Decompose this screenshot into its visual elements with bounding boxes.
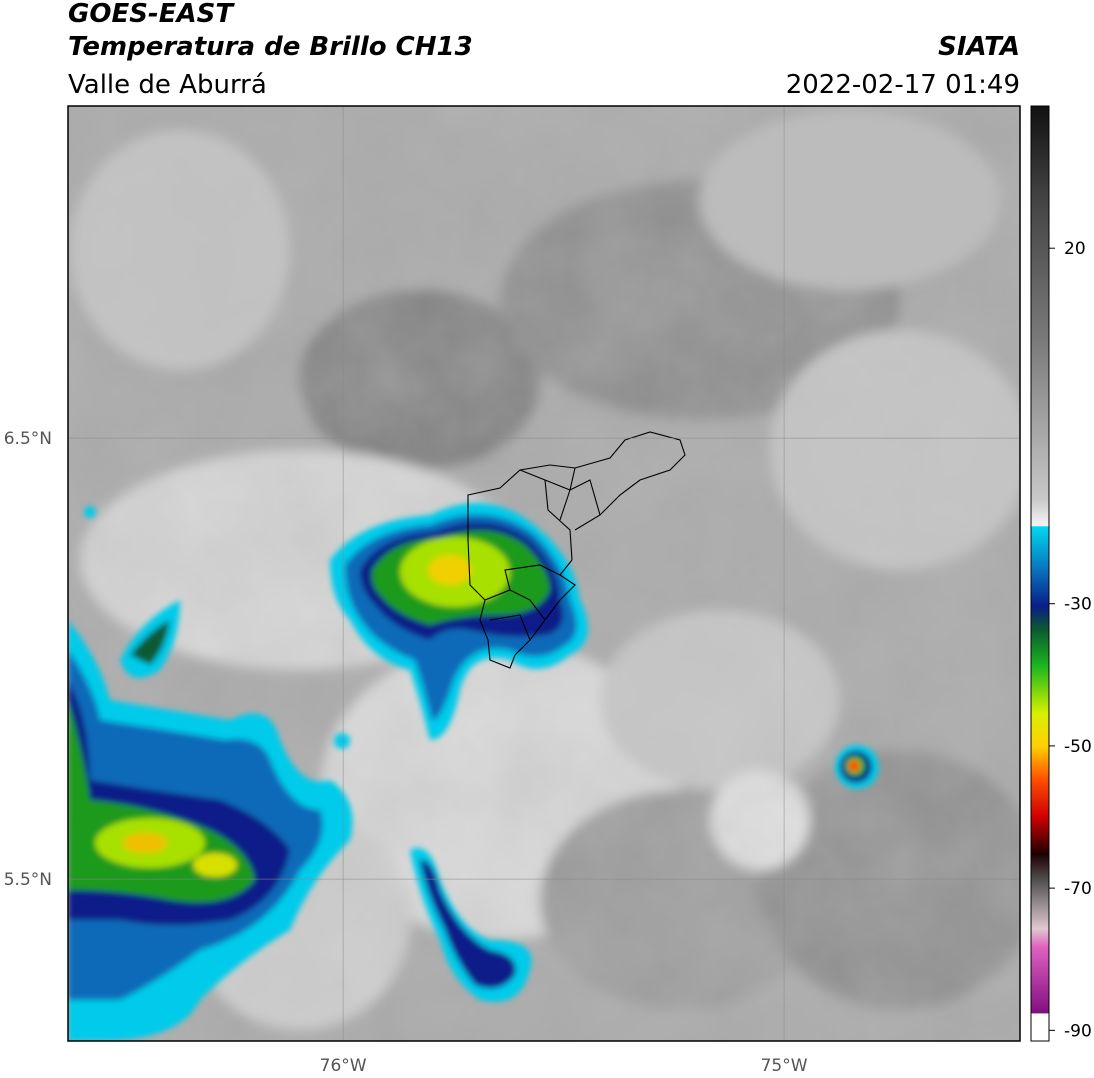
lon-tick-label: 76°W [320, 1056, 367, 1076]
graticule [68, 106, 1020, 1041]
agency: SIATA [938, 32, 1020, 62]
map-frame [67, 105, 1021, 1042]
boundaries [467, 431, 686, 669]
colorbar [1030, 105, 1050, 1042]
lat-tick-label: 6.5°N [4, 429, 52, 449]
colorbar-tick-label: -30 [1064, 595, 1092, 615]
product: Temperatura de Brillo CH13 [68, 32, 473, 62]
datetime: 2022-02-17 01:49 [786, 70, 1020, 100]
lon-tick-label: 75°W [761, 1056, 808, 1076]
colorbar-tick-label: -50 [1064, 737, 1092, 757]
lat-tick-label: 5.5°N [4, 870, 52, 890]
satellite-image [68, 106, 1020, 1041]
colorbar-tick-label: 20 [1064, 239, 1086, 259]
satellite: GOES-EAST [68, 0, 235, 29]
colorbar-tick-label: -90 [1064, 1021, 1092, 1041]
region: Valle de Aburrá [68, 70, 267, 100]
colorbar-tick-label: -70 [1064, 879, 1092, 899]
